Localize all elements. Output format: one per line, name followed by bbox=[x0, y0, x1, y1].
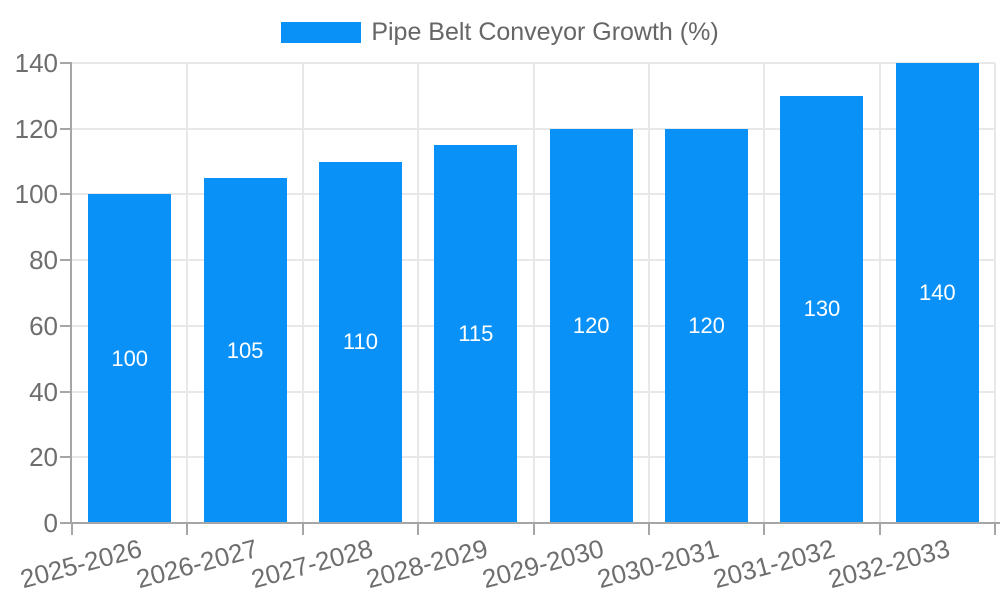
y-tick-label: 0 bbox=[43, 508, 58, 538]
bar[interactable]: 120 bbox=[549, 128, 633, 523]
bar[interactable]: 130 bbox=[780, 95, 864, 523]
bar-value-label: 115 bbox=[458, 321, 494, 347]
v-gridline bbox=[878, 63, 881, 523]
x-tick-label: 2026-2027 bbox=[132, 533, 261, 595]
bar-value-label: 140 bbox=[918, 280, 956, 305]
x-tick bbox=[994, 524, 996, 535]
v-gridline bbox=[186, 63, 189, 523]
y-tick bbox=[60, 456, 70, 459]
bar[interactable]: 115 bbox=[434, 145, 518, 523]
bar[interactable]: 110 bbox=[318, 161, 402, 523]
y-tick-label: 140 bbox=[14, 48, 58, 78]
bar-value-label: 130 bbox=[803, 296, 841, 322]
y-tick bbox=[60, 259, 70, 262]
x-tick-label: 2032-2033 bbox=[824, 533, 953, 595]
y-tick-label: 100 bbox=[14, 179, 58, 210]
y-tick-label: 120 bbox=[14, 113, 58, 144]
x-tick bbox=[763, 524, 766, 535]
legend-swatch bbox=[281, 21, 362, 43]
bar[interactable]: 100 bbox=[88, 194, 172, 523]
bar[interactable]: 120 bbox=[665, 128, 749, 523]
y-tick bbox=[60, 127, 70, 130]
x-tick bbox=[186, 524, 189, 535]
v-gridline bbox=[301, 63, 304, 523]
bar[interactable]: 140 bbox=[895, 63, 979, 523]
y-tick bbox=[60, 390, 70, 393]
bar-value-label: 120 bbox=[688, 312, 725, 338]
x-tick bbox=[301, 524, 304, 535]
plot-area: 100 105 110 115 120 120 130 140 bbox=[72, 62, 996, 523]
bar-value-label: 110 bbox=[342, 329, 378, 355]
v-gridline bbox=[417, 63, 420, 523]
bar-value-label: 120 bbox=[572, 312, 610, 338]
y-tick-label: 20 bbox=[29, 442, 58, 473]
v-gridline bbox=[994, 63, 996, 523]
x-tick bbox=[878, 524, 881, 535]
y-tick bbox=[60, 62, 70, 64]
x-axis-line bbox=[70, 522, 1000, 524]
x-tick bbox=[532, 524, 535, 535]
y-tick-label: 80 bbox=[29, 245, 58, 276]
v-gridline bbox=[763, 63, 766, 523]
x-tick bbox=[647, 524, 650, 535]
y-tick-label: 60 bbox=[29, 310, 58, 341]
v-gridline bbox=[532, 63, 535, 523]
x-tick bbox=[71, 524, 73, 535]
y-tick bbox=[60, 522, 70, 524]
x-tick-label: 2028-2029 bbox=[363, 533, 492, 595]
y-tick bbox=[60, 193, 70, 196]
bar[interactable]: 105 bbox=[203, 178, 287, 523]
v-gridline bbox=[647, 63, 650, 523]
bar-value-label: 105 bbox=[226, 337, 264, 363]
legend[interactable]: Pipe Belt Conveyor Growth (%) bbox=[0, 18, 1000, 46]
bar-value-label: 100 bbox=[111, 345, 149, 371]
x-tick bbox=[417, 524, 420, 535]
y-axis-line bbox=[70, 62, 72, 524]
x-tick-label: 2025-2026 bbox=[17, 533, 146, 595]
x-tick-label: 2031-2032 bbox=[709, 533, 838, 595]
legend-label: Pipe Belt Conveyor Growth (%) bbox=[371, 18, 719, 46]
x-tick-label: 2029-2030 bbox=[478, 533, 607, 595]
x-tick-label: 2027-2028 bbox=[248, 533, 376, 595]
x-tick-label: 2030-2031 bbox=[594, 533, 723, 595]
y-tick bbox=[60, 324, 70, 327]
y-tick-label: 40 bbox=[29, 376, 58, 407]
